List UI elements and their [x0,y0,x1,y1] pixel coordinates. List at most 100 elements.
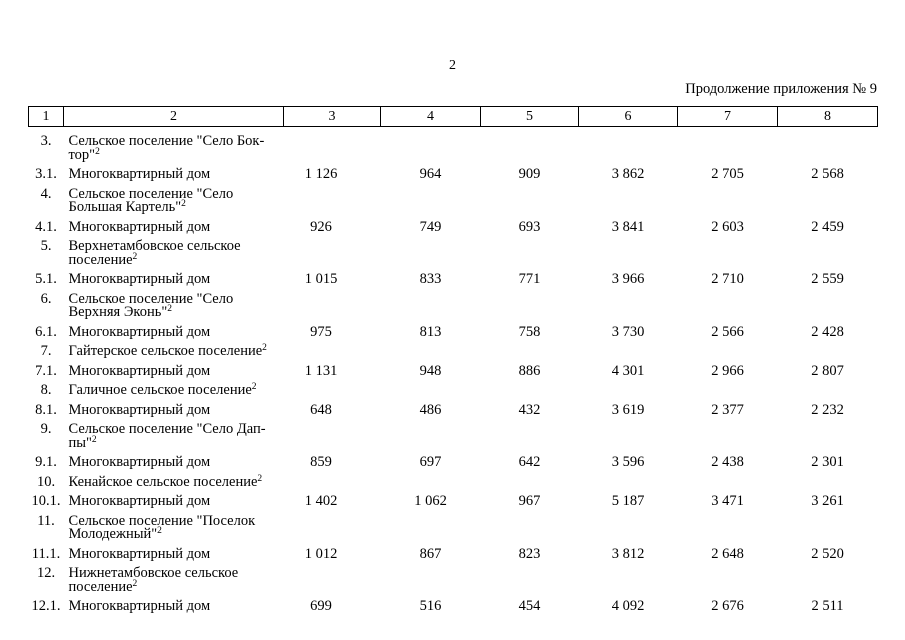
value-cell: 3 261 [811,493,844,509]
table-row: 8. Галичное сельское поселение2 [29,381,878,401]
value-cell [381,185,481,218]
value-cell [481,185,579,218]
value-cell [381,473,481,493]
value-cell [579,237,678,270]
value-cell [284,237,381,270]
value-cell: 3 471 [711,493,744,509]
table-row: 7.1. Многоквартирный дом 1 131 948 886 4 301 2… [29,362,878,382]
header-cell: 7 [677,106,778,127]
row-number-cell: 5. [40,238,52,254]
table-row: 7. Гайтерское сельское поселение2 [29,342,878,362]
value-cell: 749 [419,218,442,235]
footnote-marker: 2 [95,146,100,157]
row-number-cell: 3. [40,133,52,149]
page-number: 2 [449,58,456,73]
value-cell [284,381,381,401]
value-cell [579,473,678,493]
value-cell: 2 807 [811,362,844,379]
value-cell [381,512,481,545]
value-cell [778,420,878,453]
value-cell [481,127,579,166]
value-cell [284,420,381,453]
value-cell: 699 [310,598,332,614]
footnote-marker: 2 [167,304,173,314]
row-number-cell: 5.1. [35,271,57,287]
value-cell [381,127,481,166]
value-cell [481,473,579,493]
row-number-cell: 9.1. [35,454,57,470]
value-cell [284,185,381,218]
value-cell: 486 [419,401,442,418]
value-cell: 3 862 [611,166,645,182]
value-cell: 2 566 [711,323,744,340]
header-cell: 2 [63,106,284,127]
value-cell [678,473,778,493]
table-row: 10.1. Многоквартирный дом 1 402 1 062 967 5 1… [29,492,878,512]
row-number-cell: 12.1. [31,598,61,614]
value-cell [381,290,481,323]
value-cell: 2 301 [811,454,844,470]
table-row: 6. Сельское поселение "Село Верхняя Эконь"… [29,290,878,323]
footnote-marker: 2 [132,578,138,589]
value-cell: 859 [310,454,332,470]
row-name-cell: Гайтерское сельское поселение2 [68,343,267,359]
value-cell [381,564,481,597]
value-cell: 648 [310,401,332,418]
row-name-cell: Многоквартирный дом [68,454,211,470]
row-name-cell: Верхнетамбовское сельское поселение2 [68,238,241,268]
row-name-cell: Многоквартирный дом [68,271,211,287]
value-cell: 1 012 [304,545,338,562]
row-name-cell: Кенайское сельское поселение2 [68,473,263,490]
value-cell: 2 459 [811,218,844,235]
value-cell: 2 438 [711,454,744,470]
value-cell: 693 [518,218,541,235]
value-cell: 3 841 [611,218,645,235]
value-cell [381,342,481,362]
value-cell: 758 [518,323,541,340]
value-cell: 771 [518,271,541,287]
table-row: 12.1. Многоквартирный дом 699 516 454 4 092 2 … [29,597,878,617]
value-cell [381,237,481,270]
row-number-cell: 4. [40,185,52,202]
value-cell: 813 [419,323,442,340]
row-number-cell: 3.1. [35,166,57,182]
value-cell: 2 511 [811,598,844,614]
value-cell: 2 603 [711,218,744,235]
continuation-caption: Продолжение приложения № 9 [685,81,877,97]
footnote-marker: 2 [251,382,257,392]
value-cell: 1 126 [304,166,338,182]
value-cell: 697 [419,454,442,470]
value-cell: 2 377 [711,401,744,418]
row-name-cell: Многоквартирный дом [68,218,211,235]
value-cell: 4 301 [611,362,645,379]
row-number-cell: 4.1. [35,218,57,235]
value-cell: 5 187 [611,493,645,509]
row-number-cell: 11. [37,512,55,529]
value-cell [778,342,878,362]
table-row: 8.1. Многоквартирный дом 648 486 432 3 619 2 3… [29,401,878,421]
value-cell [381,381,481,401]
table-row: 10. Кенайское сельское поселение2 [29,473,878,493]
value-cell: 964 [419,166,442,182]
value-cell [381,420,481,453]
row-number-cell: 9. [40,421,52,437]
table-row: 9.1. Многоквартирный дом 859 697 642 3 596 2 4… [29,453,878,473]
value-cell: 1 062 [414,493,447,509]
value-cell: 3 966 [611,271,645,287]
table-row: 6.1. Многоквартирный дом 975 813 758 3 730 2 5… [29,323,878,343]
value-cell: 967 [518,493,541,509]
value-cell [579,381,678,401]
header-cell: 1 [28,106,64,127]
value-cell [778,512,878,545]
value-cell: 3 812 [611,545,645,562]
row-name-cell: Многоквартирный дом [68,362,211,379]
value-cell [579,420,678,453]
value-cell: 823 [518,545,541,562]
row-number-cell: 6.1. [35,323,57,340]
value-cell [678,342,778,362]
header-cell: 8 [777,106,878,127]
row-name-cell: Многоквартирный дом [68,401,211,418]
value-cell [778,185,878,218]
